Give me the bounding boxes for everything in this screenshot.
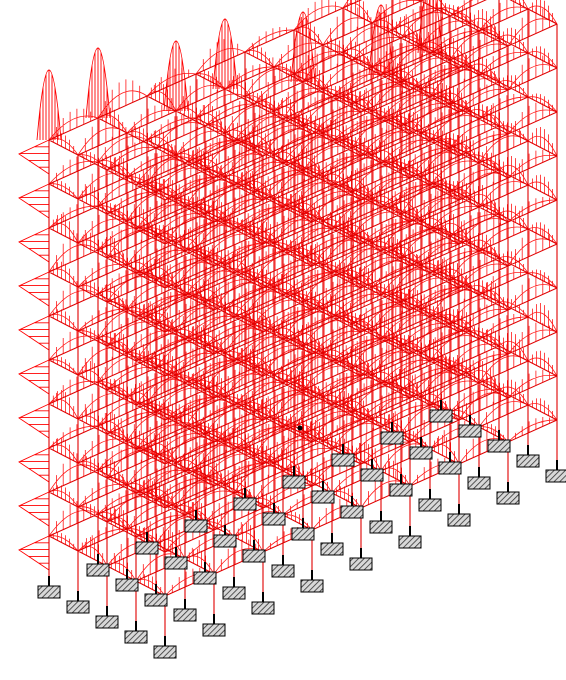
support <box>234 498 256 510</box>
support <box>497 492 519 504</box>
support <box>116 579 138 591</box>
support <box>517 455 539 467</box>
support <box>332 454 354 466</box>
support <box>214 535 236 547</box>
support <box>272 565 294 577</box>
support <box>203 624 225 636</box>
support <box>292 528 314 540</box>
support <box>390 484 412 496</box>
support <box>381 432 403 444</box>
support <box>67 601 89 613</box>
support <box>185 520 207 532</box>
support <box>154 646 176 658</box>
support <box>136 542 158 554</box>
node-marker <box>298 426 303 431</box>
support <box>263 513 285 525</box>
support <box>546 470 566 482</box>
support <box>252 602 274 614</box>
support <box>341 506 363 518</box>
support <box>312 491 334 503</box>
support <box>399 536 421 548</box>
support <box>419 499 441 511</box>
support <box>165 557 187 569</box>
page: (() => { const svg = document.getElement… <box>0 0 566 680</box>
support <box>350 558 372 570</box>
support <box>243 550 265 562</box>
support <box>125 631 147 643</box>
support <box>459 425 481 437</box>
support <box>87 564 109 576</box>
support <box>410 447 432 459</box>
support <box>361 469 383 481</box>
support <box>223 587 245 599</box>
support <box>174 609 196 621</box>
support <box>283 476 305 488</box>
support <box>145 594 167 606</box>
support <box>194 572 216 584</box>
support <box>301 580 323 592</box>
support <box>488 440 510 452</box>
support <box>430 410 452 422</box>
frame-diagram <box>0 0 566 680</box>
support <box>96 616 118 628</box>
support <box>439 462 461 474</box>
support <box>448 514 470 526</box>
support <box>38 586 60 598</box>
support <box>468 477 490 489</box>
support <box>370 521 392 533</box>
support <box>321 543 343 555</box>
